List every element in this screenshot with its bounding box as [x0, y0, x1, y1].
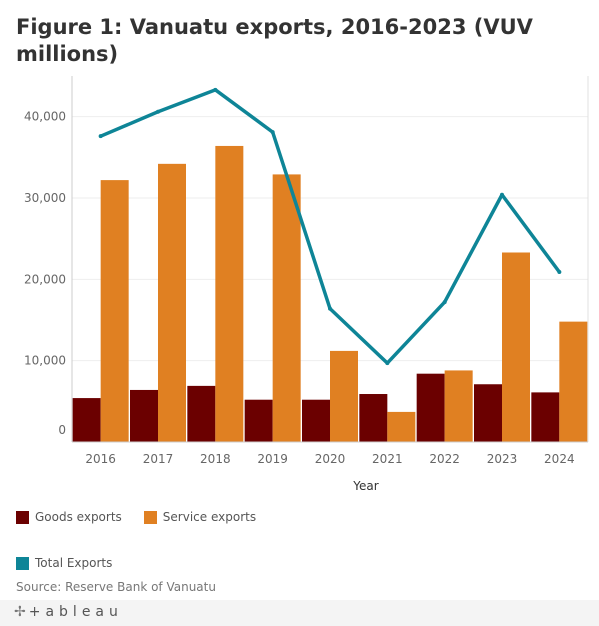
- point-total-exports[interactable]: [557, 270, 562, 275]
- chart-canvas: 0 10,000 20,000 30,000 40,000 2016 2017 2018 201…: [24, 76, 589, 493]
- y-tick-label: 20,000: [24, 272, 66, 286]
- bar-goods[interactable]: [359, 394, 388, 442]
- bar-goods[interactable]: [474, 384, 502, 442]
- legend-label-goods: Goods exports: [35, 510, 122, 524]
- bar-service[interactable]: [158, 163, 186, 442]
- y-tick-label: 30,000: [24, 191, 66, 205]
- legend-item-service[interactable]: Service exports: [143, 510, 257, 524]
- legend-line: Total Exports: [16, 556, 134, 570]
- chart-title: Figure 1: Vanuatu exports, 2016-2023 (VU…: [16, 15, 533, 66]
- bar-goods[interactable]: [187, 385, 216, 442]
- bar-service[interactable]: [272, 174, 301, 442]
- bar-service[interactable]: [387, 411, 416, 442]
- point-total-exports[interactable]: [213, 87, 218, 92]
- point-total-exports[interactable]: [270, 130, 275, 135]
- y-tick-label: 0: [58, 423, 66, 437]
- bar-goods[interactable]: [244, 399, 273, 442]
- point-total-exports[interactable]: [156, 109, 160, 114]
- x-tick-label: 2020: [315, 452, 346, 466]
- bar-goods[interactable]: [531, 392, 560, 442]
- legend-item-goods[interactable]: Goods exports: [16, 510, 122, 524]
- bar-goods[interactable]: [302, 399, 330, 442]
- legend-swatch-goods: [16, 510, 29, 524]
- legend-bars: Goods exports Service exports: [16, 510, 278, 524]
- x-tick-label: 2023: [487, 452, 518, 466]
- x-axis-label: Year: [352, 479, 378, 493]
- x-tick-label: 2017: [143, 452, 174, 466]
- x-tick-label: 2021: [372, 452, 403, 466]
- line-layer: [98, 87, 562, 366]
- axis-layer: 0 10,000 20,000 30,000 40,000 2016 2017 2018 201…: [24, 76, 589, 493]
- bar-service[interactable]: [100, 180, 129, 442]
- bar-service[interactable]: [502, 252, 530, 442]
- bar-goods[interactable]: [72, 398, 101, 442]
- point-total-exports[interactable]: [500, 192, 504, 197]
- x-tick-label: 2024: [544, 452, 575, 466]
- x-tick-label: 2019: [257, 452, 288, 466]
- source-note: Source: Reserve Bank of Vanuatu: [16, 580, 216, 594]
- bar-goods[interactable]: [130, 389, 158, 442]
- x-tick-label: 2018: [200, 452, 231, 466]
- point-total-exports[interactable]: [98, 134, 103, 139]
- legend-swatch-service: [143, 510, 157, 524]
- legend-swatch-total: [16, 556, 29, 570]
- tableau-logo-text: +ableau: [28, 604, 123, 620]
- x-tick-label: 2022: [429, 452, 460, 466]
- point-total-exports[interactable]: [442, 300, 447, 305]
- legend-label-total: Total Exports: [35, 556, 113, 570]
- bar-service[interactable]: [444, 370, 473, 442]
- legend-item-total[interactable]: Total Exports: [16, 556, 112, 570]
- bar-service[interactable]: [330, 350, 358, 442]
- x-tick-label: 2016: [85, 452, 116, 466]
- tableau-logo-icon: ✢: [14, 604, 29, 620]
- legend-label-service: Service exports: [162, 510, 257, 524]
- point-total-exports[interactable]: [385, 361, 390, 366]
- bar-service[interactable]: [559, 321, 588, 442]
- y-tick-label: 40,000: [24, 110, 66, 124]
- footer-bar: ✢+ableau: [0, 600, 599, 626]
- bar-layer: [72, 145, 588, 443]
- point-total-exports[interactable]: [328, 306, 332, 311]
- bar-goods[interactable]: [416, 373, 445, 442]
- y-tick-label: 10,000: [24, 354, 66, 368]
- bar-service[interactable]: [215, 145, 244, 443]
- tableau-logo[interactable]: ✢+ableau: [14, 604, 123, 620]
